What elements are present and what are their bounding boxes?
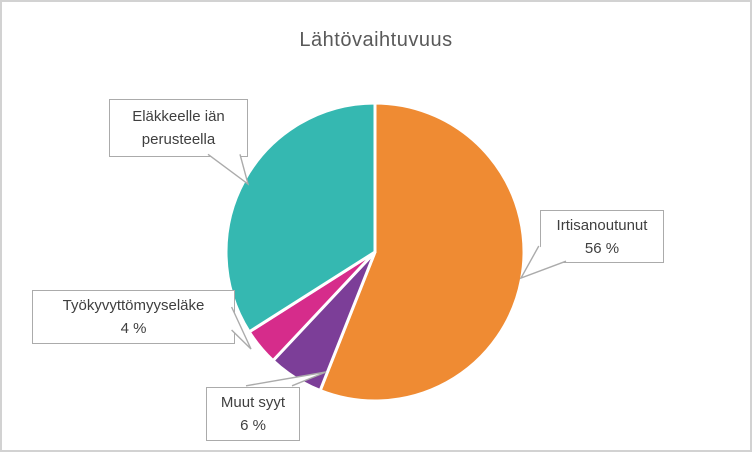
callout-label-line1: Työkyvyttömyyseläke: [62, 297, 205, 314]
callout-pointer-muut-syyt: [245, 371, 327, 387]
callout-elakkeelle-ian-perusteella: Eläkkeelle iän perusteella: [109, 99, 248, 157]
chart-title: Lähtövaihtuvuus: [299, 29, 453, 51]
callout-value-line: 4 %: [120, 320, 147, 337]
pie-slice-tyokyvyttomyyselake: [247, 250, 377, 363]
callout-value-line: 6 %: [240, 417, 266, 434]
pie-slice-elakkeelle-ian-perusteella: [224, 101, 377, 334]
pie-slice-muut-syyt: [271, 250, 377, 393]
callout-value-line: 56 %: [584, 239, 620, 257]
callout-label-line2: perusteella: [141, 131, 216, 148]
callout-label-line1: Muut syyt: [220, 394, 286, 411]
callout-muut-syyt: Muut syyt 6 %: [206, 387, 300, 441]
callout-label-line1: Irtisanoutunut: [556, 216, 648, 234]
callout-tyokyvyttomyyselake: Työkyvyttömyyseläke 4 %: [32, 290, 235, 344]
callout-irtisanoutunut: Irtisanoutunut 56 %: [540, 210, 664, 263]
callout-pointer-elakkeelle: [207, 153, 250, 186]
pie-slice-irtisanoutunut: [318, 101, 526, 403]
callout-label-line1: Eläkkeelle iän: [132, 108, 225, 125]
